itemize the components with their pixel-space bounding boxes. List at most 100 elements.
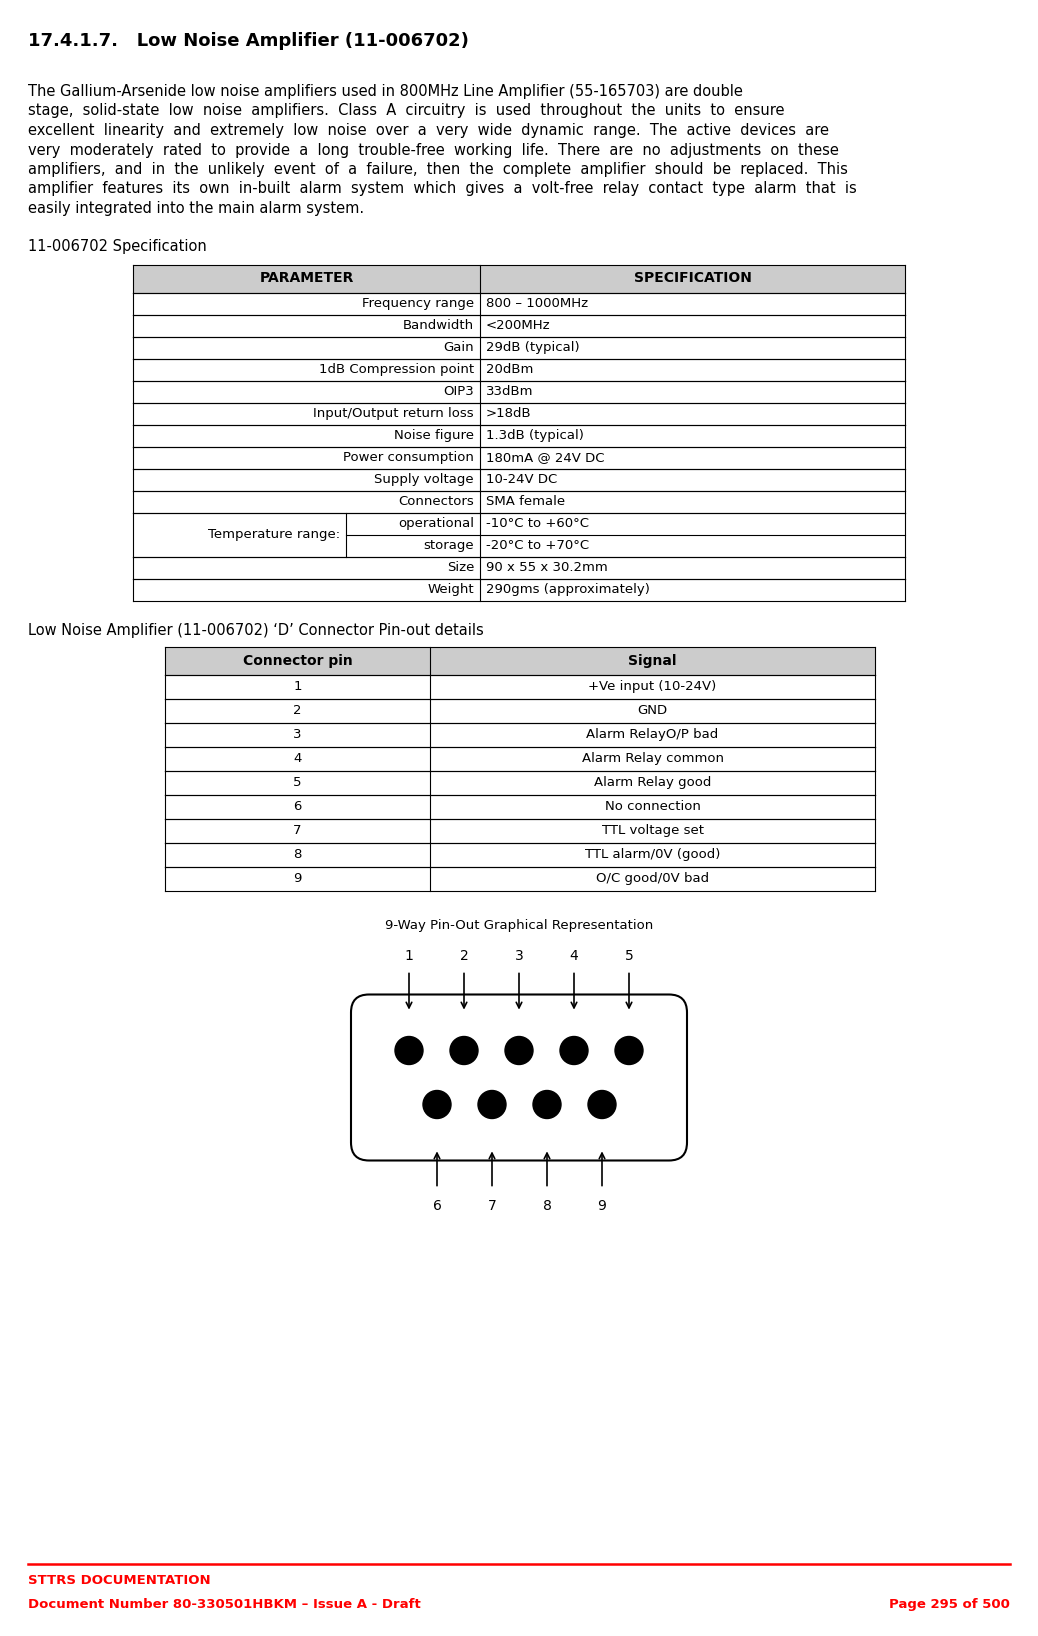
Text: Gain: Gain (443, 340, 474, 353)
Text: Low Noise Amplifier (11-006702) ‘D’ Connector Pin-out details: Low Noise Amplifier (11-006702) ‘D’ Conn… (28, 623, 484, 638)
Circle shape (395, 1037, 424, 1065)
Text: 8: 8 (543, 1199, 551, 1212)
Text: 1: 1 (294, 681, 302, 694)
Text: -10°C to +60°C: -10°C to +60°C (486, 517, 589, 530)
Circle shape (424, 1091, 450, 1119)
Text: 3: 3 (294, 728, 302, 741)
Text: stage,  solid-state  low  noise  amplifiers.  Class  A  circuitry  is  used  thr: stage, solid-state low noise amplifiers.… (28, 103, 785, 118)
Circle shape (450, 1037, 479, 1065)
Bar (165, 674, 875, 699)
Bar (133, 337, 905, 358)
Text: Frequency range: Frequency range (362, 298, 474, 309)
Text: 2: 2 (460, 949, 468, 964)
Text: 10-24V DC: 10-24V DC (486, 473, 557, 486)
Text: SMA female: SMA female (486, 496, 565, 509)
FancyBboxPatch shape (351, 995, 687, 1160)
Bar (165, 795, 875, 818)
Text: 1.3dB (typical): 1.3dB (typical) (486, 429, 583, 442)
Text: 17.4.1.7.   Low Noise Amplifier (11-006702): 17.4.1.7. Low Noise Amplifier (11-006702… (28, 33, 469, 51)
Bar (133, 556, 905, 579)
Bar (133, 314, 905, 337)
Text: 7: 7 (488, 1199, 496, 1212)
Text: Alarm Relay good: Alarm Relay good (594, 775, 711, 789)
Text: very  moderately  rated  to  provide  a  long  trouble-free  working  life.  The: very moderately rated to provide a long … (28, 142, 839, 157)
Bar (165, 843, 875, 867)
Text: Page 295 of 500: Page 295 of 500 (890, 1598, 1010, 1611)
Text: 290gms (approximately): 290gms (approximately) (486, 582, 650, 596)
Bar (133, 468, 905, 491)
Text: 8: 8 (294, 847, 302, 861)
Circle shape (559, 1037, 588, 1065)
Text: 800 – 1000MHz: 800 – 1000MHz (486, 298, 589, 309)
Text: Connectors: Connectors (399, 496, 474, 509)
Circle shape (506, 1037, 532, 1065)
Text: +Ve input (10-24V): +Ve input (10-24V) (589, 681, 716, 694)
Text: 3: 3 (515, 949, 523, 964)
Bar (133, 381, 905, 402)
Text: 33dBm: 33dBm (486, 384, 534, 398)
Text: easily integrated into the main alarm system.: easily integrated into the main alarm sy… (28, 201, 364, 216)
Text: 90 x 55 x 30.2mm: 90 x 55 x 30.2mm (486, 561, 608, 574)
Text: Input/Output return loss: Input/Output return loss (313, 407, 474, 420)
Text: 11-006702 Specification: 11-006702 Specification (28, 239, 207, 254)
Bar (133, 491, 905, 512)
Text: Document Number 80-330501HBKM – Issue A - Draft: Document Number 80-330501HBKM – Issue A … (28, 1598, 420, 1611)
Text: TTL voltage set: TTL voltage set (601, 825, 704, 838)
Circle shape (532, 1091, 561, 1119)
Bar (165, 699, 875, 723)
Text: Alarm Relay common: Alarm Relay common (581, 753, 723, 766)
Bar (133, 293, 905, 314)
Text: Signal: Signal (628, 653, 677, 667)
Text: 20dBm: 20dBm (486, 363, 534, 376)
Text: STTRS DOCUMENTATION: STTRS DOCUMENTATION (28, 1574, 211, 1587)
Text: OIP3: OIP3 (443, 384, 474, 398)
Text: excellent  linearity  and  extremely  low  noise  over  a  very  wide  dynamic  : excellent linearity and extremely low no… (28, 123, 829, 137)
Bar (165, 818, 875, 843)
Text: Supply voltage: Supply voltage (375, 473, 474, 486)
Bar (165, 867, 875, 890)
Bar (133, 512, 905, 556)
Text: PARAMETER: PARAMETER (260, 272, 354, 286)
Text: GND: GND (637, 703, 667, 717)
Text: 5: 5 (294, 775, 302, 789)
Text: 7: 7 (294, 825, 302, 838)
Text: 9-Way Pin-Out Graphical Representation: 9-Way Pin-Out Graphical Representation (385, 918, 653, 931)
Text: >18dB: >18dB (486, 407, 531, 420)
Text: 4: 4 (570, 949, 578, 964)
Bar (165, 746, 875, 771)
Text: TTL alarm/0V (good): TTL alarm/0V (good) (584, 847, 720, 861)
Text: 4: 4 (294, 753, 302, 766)
Text: No connection: No connection (604, 800, 701, 813)
Text: 6: 6 (294, 800, 302, 813)
Text: operational: operational (398, 517, 474, 530)
Circle shape (479, 1091, 506, 1119)
Text: <200MHz: <200MHz (486, 319, 550, 332)
Text: Noise figure: Noise figure (394, 429, 474, 442)
Text: 9: 9 (294, 872, 302, 885)
Bar (165, 723, 875, 746)
Text: 6: 6 (433, 1199, 441, 1212)
Text: Bandwidth: Bandwidth (403, 319, 474, 332)
Text: 5: 5 (625, 949, 633, 964)
Bar (133, 402, 905, 424)
Text: SPECIFICATION: SPECIFICATION (633, 272, 752, 286)
Bar (133, 579, 905, 600)
Text: Power consumption: Power consumption (344, 452, 474, 465)
Bar (133, 265, 905, 293)
Text: 1dB Compression point: 1dB Compression point (319, 363, 474, 376)
Text: 29dB (typical): 29dB (typical) (486, 340, 579, 353)
Text: 180mA @ 24V DC: 180mA @ 24V DC (486, 452, 604, 465)
Bar (133, 447, 905, 468)
Text: 2: 2 (294, 703, 302, 717)
Text: -20°C to +70°C: -20°C to +70°C (486, 538, 590, 551)
Text: 9: 9 (598, 1199, 606, 1212)
Bar (133, 358, 905, 381)
Text: Temperature range:: Temperature range: (208, 528, 340, 542)
Text: Connector pin: Connector pin (243, 653, 352, 667)
Text: storage: storage (424, 538, 474, 551)
Circle shape (588, 1091, 616, 1119)
Text: Weight: Weight (428, 582, 474, 596)
Circle shape (614, 1037, 643, 1065)
Text: O/C good/0V bad: O/C good/0V bad (596, 872, 709, 885)
Bar (165, 771, 875, 795)
